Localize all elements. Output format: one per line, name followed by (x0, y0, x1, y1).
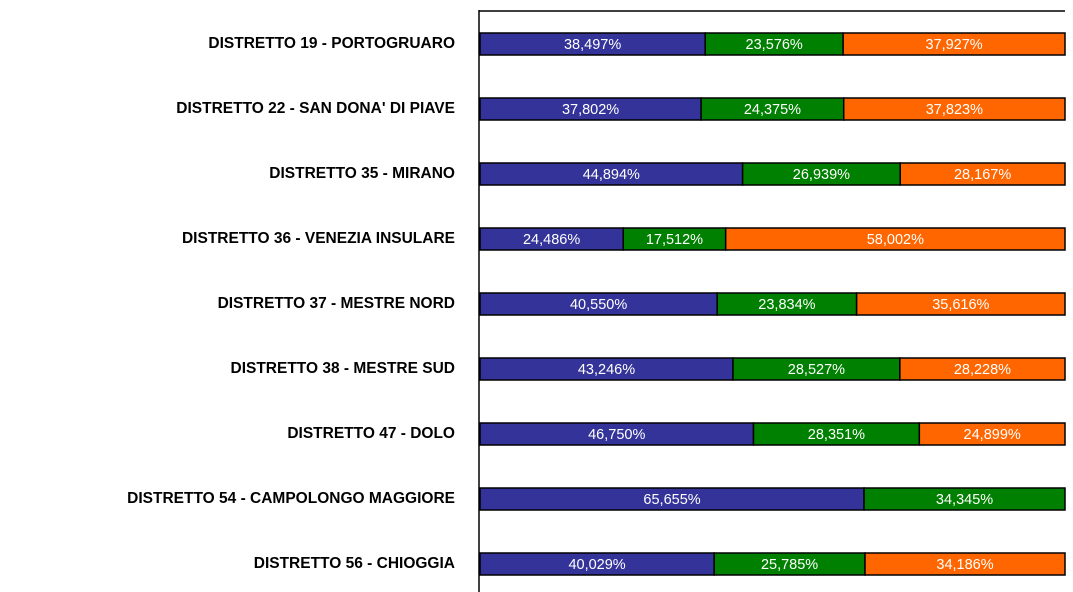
value-label: 58,002% (867, 232, 924, 248)
category-label: DISTRETTO 22 - SAN DONA' DI PIAVE (176, 100, 455, 117)
value-label: 24,486% (523, 232, 580, 248)
category-label: DISTRETTO 35 - MIRANO (269, 165, 455, 182)
value-label: 44,894% (583, 167, 640, 183)
value-label: 24,899% (964, 427, 1021, 443)
value-label: 17,512% (646, 232, 703, 248)
value-label: 23,576% (746, 37, 803, 53)
category-label: DISTRETTO 38 - MESTRE SUD (231, 360, 456, 377)
category-label: DISTRETTO 19 - PORTOGRUARO (208, 35, 455, 52)
value-label: 65,655% (643, 492, 700, 508)
value-label: 34,345% (936, 492, 993, 508)
bar-segment (918, 422, 1066, 446)
bar-segment (864, 552, 1066, 576)
bar-segment (724, 227, 1066, 251)
bar-segment (899, 357, 1066, 381)
bar-segment (842, 97, 1066, 121)
category-label: DISTRETTO 37 - MESTRE NORD (218, 295, 455, 312)
value-label: 28,228% (954, 362, 1011, 378)
value-label: 46,750% (588, 427, 645, 443)
value-label: 37,927% (925, 37, 982, 53)
bar-segment (842, 32, 1066, 56)
value-label: 26,939% (793, 167, 850, 183)
value-label: 40,029% (568, 557, 625, 573)
value-label: 28,167% (954, 167, 1011, 183)
value-label: 28,527% (788, 362, 845, 378)
category-label: DISTRETTO 36 - VENEZIA INSULARE (182, 230, 455, 247)
category-label: DISTRETTO 47 - DOLO (287, 425, 455, 442)
value-label: 34,186% (936, 557, 993, 573)
category-label: DISTRETTO 54 - CAMPOLONGO MAGGIORE (127, 490, 455, 507)
value-label: 35,616% (932, 297, 989, 313)
value-label: 40,550% (570, 297, 627, 313)
bar-segment (899, 162, 1066, 186)
value-label: 28,351% (808, 427, 865, 443)
value-label: 25,785% (761, 557, 818, 573)
category-label: DISTRETTO 56 - CHIOGGIA (254, 555, 455, 572)
bar-segment (855, 292, 1066, 316)
value-label: 37,823% (926, 102, 983, 118)
value-label: 23,834% (758, 297, 815, 313)
value-label: 43,246% (578, 362, 635, 378)
bar-segment (863, 487, 1066, 511)
value-label: 38,497% (564, 37, 621, 53)
value-label: 24,375% (744, 102, 801, 118)
value-label: 37,802% (562, 102, 619, 118)
